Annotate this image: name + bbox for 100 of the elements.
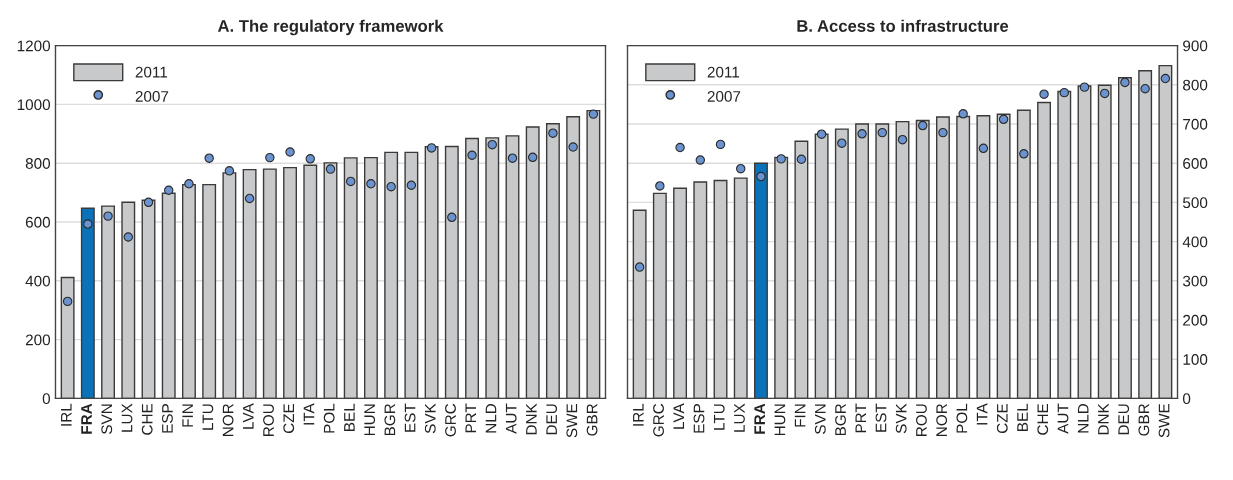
point [204,153,214,163]
x-tick-label: LVA [673,403,685,429]
point [285,147,295,157]
x-tick-label: ITA [976,403,988,425]
legend-label: 2011 [707,66,740,78]
x-tick-label: GRC [445,403,456,437]
x-tick-label: NOR [222,403,234,436]
x-tick-label: DNK [526,403,537,435]
point [655,181,665,191]
y-tick-label: 800 [25,158,51,169]
point [244,193,255,204]
point [796,154,807,165]
x-tick-label: BEL [1017,403,1028,431]
point [548,128,558,138]
x-tick-label: EST [404,403,416,432]
point [634,262,645,272]
y2-tick-label: 700 [1183,118,1208,130]
x-tick-label: CZE [283,403,295,434]
y2-tick-label: 500 [1182,197,1208,209]
point [958,109,968,119]
point [406,180,417,190]
x-tick-label: BEL [344,403,355,431]
y-tick-label: 1000 [17,99,51,111]
point [938,127,948,138]
x-tick-label: IRL [633,403,644,426]
point [467,150,477,160]
point [325,164,336,174]
point [62,296,73,307]
x-tick-label: ROU [263,404,274,436]
y2-tick-label: 600 [1183,158,1208,169]
point [447,212,457,223]
x-tick-label: FIN [794,404,806,427]
x-tick-label: DNK [1098,403,1109,435]
point [1140,83,1150,94]
point [1079,82,1090,92]
x-tick-label: SVN [101,404,113,434]
x-tick-label: POL [956,403,968,433]
point [1160,73,1171,84]
x-tick-label: FIN [182,404,193,427]
x-tick-label: NOR [936,403,948,436]
point [83,219,93,229]
point [305,154,315,164]
x-tick-label: LUX [734,403,745,432]
x-tick-label: NLD [485,403,497,433]
y2-tick-label: 900 [1183,40,1208,52]
x-tick-label: LVA [243,403,254,429]
y2-tick-label: 300 [1182,275,1208,287]
x-tick-label: PRT [855,403,867,433]
x-tick-label: BGR [384,403,396,436]
point [715,139,726,150]
chart-title: B. Access to infrastructure [797,19,1009,32]
point [877,127,888,138]
x-tick-label: IRL [61,403,72,426]
x-tick-label: GBR [1138,403,1150,436]
point [857,129,867,139]
point [507,153,518,163]
point [386,181,396,192]
x-tick-label: ESP [162,404,173,433]
x-tick-label: POL [323,403,335,433]
y2-tick-label: 400 [1182,236,1208,248]
x-tick-label: DEU [1118,404,1130,435]
x-tick-label: DEU [546,404,558,435]
y-tick-label: 600 [25,216,51,228]
x-tick-label: CHE [141,403,153,435]
x-tick-label: SVK [424,403,436,434]
x-tick-label: LTU [202,404,214,430]
x-tick-label: FRA [81,403,92,434]
point [837,138,847,148]
point [978,143,989,154]
x-tick-label: ROU [916,404,927,436]
point [776,154,786,164]
point [1099,88,1110,99]
legend-label: 2007 [135,91,169,102]
point [998,114,1009,125]
x-tick-label: SVK [895,403,907,434]
x-tick-label: ITA [303,403,315,425]
y2-tick-label: 100 [1183,354,1208,365]
point [1019,149,1029,159]
point [426,143,437,153]
y-tick-label: 0 [42,393,51,405]
point [756,171,766,182]
x-tick-label: HUN [364,404,376,436]
point [918,120,928,131]
legend-label: 2011 [135,66,168,78]
point [1120,77,1130,88]
point [164,185,174,195]
point [265,152,275,163]
x-tick-label: GBR [586,403,598,436]
point [366,179,376,189]
y2-tick-label: 800 [1183,79,1208,91]
point [568,142,578,152]
x-tick-label: PRT [465,403,476,433]
y-tick-label: 1200 [17,40,51,52]
x-tick-label: AUT [1057,403,1069,434]
point [143,197,154,208]
y-tick-label: 400 [25,275,51,287]
point [816,129,827,139]
x-tick-label: LTU [713,404,725,430]
y2-tick-label: 0 [1182,393,1191,405]
y2-tick-label: 200 [1183,314,1208,326]
